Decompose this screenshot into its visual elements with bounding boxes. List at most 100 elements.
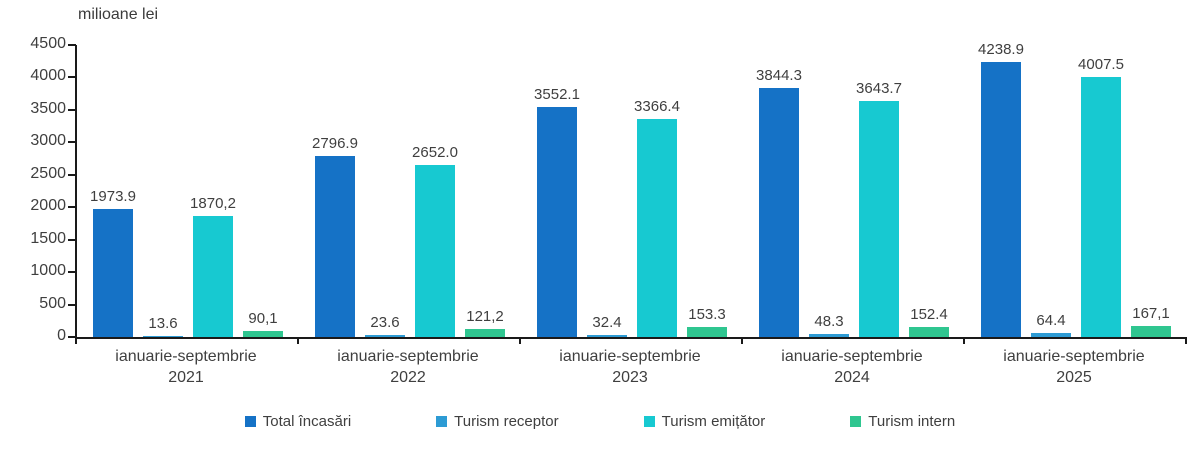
bar-value-label: 48.3 <box>814 313 844 330</box>
bar <box>415 165 455 337</box>
bar-slot: 64.4 <box>1031 45 1071 337</box>
bar-slot: 3552.1 <box>534 45 580 337</box>
x-axis-label: ianuarie-septembrie 2025 <box>963 346 1185 388</box>
bar-value-label: 1870,2 <box>190 195 236 212</box>
bar-slot: 2796.9 <box>312 45 358 337</box>
x-axis-labels: ianuarie-septembrie 2021 ianuarie-septembr… <box>75 346 1185 388</box>
bar-slot: 152.4 <box>909 45 949 337</box>
bar-slot: 13.6 <box>143 45 183 337</box>
bar <box>243 331 283 337</box>
bar <box>193 216 233 337</box>
bar-slot: 32.4 <box>587 45 627 337</box>
y-tick-label: 2500 <box>30 164 66 182</box>
y-tick-label: 3500 <box>30 99 66 117</box>
bar-slot: 167,1 <box>1131 45 1171 337</box>
bar-value-label: 23.6 <box>370 314 400 331</box>
x-axis-label: ianuarie-septembrie 2021 <box>75 346 297 388</box>
legend-item: Turism intern <box>850 413 955 430</box>
bar-slot: 1870,2 <box>190 45 236 337</box>
legend-label: Turism receptor <box>454 413 559 430</box>
bar-value-label: 2796.9 <box>312 135 358 152</box>
bar <box>859 101 899 337</box>
bar-slot: 3366.4 <box>634 45 680 337</box>
legend-label: Turism emițător <box>661 413 766 430</box>
x-axis-label-line1: ianuarie-septembrie <box>115 348 257 365</box>
bar-group: 4238.9 64.4 4007.5 167,1 <box>965 41 1187 337</box>
bar-group: 3552.1 32.4 3366.4 153.3 <box>521 45 743 337</box>
bar-value-label: 4007.5 <box>1078 56 1124 73</box>
x-axis-label: ianuarie-septembrie 2022 <box>297 346 519 388</box>
bar <box>637 119 677 337</box>
bar-value-label: 4238.9 <box>978 41 1024 58</box>
bar <box>143 336 183 337</box>
x-axis-label-line2: 2022 <box>390 369 426 386</box>
bar-value-label: 3844.3 <box>756 67 802 84</box>
legend-swatch <box>850 416 862 427</box>
bar-value-label: 3643.7 <box>856 80 902 97</box>
legend-item: Turism emițător <box>643 413 766 430</box>
bar-value-label: 2652.0 <box>412 144 458 161</box>
bar-group: 2796.9 23.6 2652.0 121,2 <box>299 45 521 337</box>
x-axis-label-line2: 2024 <box>834 369 870 386</box>
legend-label: Turism intern <box>868 413 956 430</box>
bar <box>587 335 627 337</box>
bar-slot: 153.3 <box>687 45 727 337</box>
bar <box>1081 77 1121 337</box>
x-axis-label-line1: ianuarie-septembrie <box>337 348 479 365</box>
bar-slot: 4238.9 <box>978 41 1024 337</box>
legend-item: Turism receptor <box>436 413 559 430</box>
bar-slot: 3844.3 <box>756 45 802 337</box>
bar-value-label: 152.4 <box>910 306 948 323</box>
bar-slot: 2652.0 <box>412 45 458 337</box>
bar-value-label: 3366.4 <box>634 98 680 115</box>
y-tick-label: 4000 <box>30 67 66 85</box>
legend: Total încasări Turism receptor Turism emiț… <box>0 413 1200 430</box>
x-axis-label-line2: 2023 <box>612 369 648 386</box>
x-axis-label-line1: ianuarie-septembrie <box>781 348 923 365</box>
x-axis-label-line2: 2021 <box>168 369 204 386</box>
plot-area: 1973.9 13.6 1870,2 90,1 2796.9 23.6 2652.0 121,… <box>75 41 1187 339</box>
bar-value-label: 167,1 <box>1132 305 1170 322</box>
y-tick-label: 1500 <box>30 229 66 247</box>
bar-slot: 1973.9 <box>90 45 136 337</box>
bar-slot: 48.3 <box>809 45 849 337</box>
legend-swatch <box>643 416 655 427</box>
bar <box>687 327 727 337</box>
bar <box>981 62 1021 337</box>
y-tick-label: 4500 <box>30 35 66 52</box>
bar-slot: 90,1 <box>243 45 283 337</box>
legend-swatch <box>436 416 448 427</box>
legend-label: Total încasări <box>262 413 352 430</box>
legend-swatch <box>244 416 256 427</box>
bar-slot: 4007.5 <box>1078 45 1124 337</box>
bar <box>93 209 133 337</box>
x-axis-label-line1: ianuarie-septembrie <box>1003 348 1145 365</box>
bar-group: 3844.3 48.3 3643.7 152.4 <box>743 45 965 337</box>
bar-value-label: 32.4 <box>592 314 622 331</box>
bar-slot: 121,2 <box>465 45 505 337</box>
bar <box>1031 333 1071 337</box>
bar-value-label: 153.3 <box>688 306 726 323</box>
y-tick-label: 500 <box>39 294 66 312</box>
x-axis-label: ianuarie-septembrie 2023 <box>519 346 741 388</box>
y-tick-label: 1000 <box>30 262 66 280</box>
bar-group: 1973.9 13.6 1870,2 90,1 <box>77 45 299 337</box>
bar <box>909 327 949 337</box>
bar-value-label: 64.4 <box>1036 312 1066 329</box>
x-axis-label-line1: ianuarie-septembrie <box>559 348 701 365</box>
y-tick-label: 3000 <box>30 132 66 150</box>
y-tick-label: 2000 <box>30 197 66 215</box>
bar <box>465 329 505 337</box>
chart-title: milioane lei <box>78 6 159 23</box>
legend-item: Total încasări <box>244 413 352 430</box>
x-axis-label: ianuarie-septembrie 2024 <box>741 346 963 388</box>
bar <box>537 107 577 337</box>
bar-value-label: 90,1 <box>248 310 278 327</box>
bar-value-label: 3552.1 <box>534 86 580 103</box>
x-axis-label-line2: 2025 <box>1056 369 1092 386</box>
bar <box>1131 326 1171 337</box>
bar-value-label: 1973.9 <box>90 188 136 205</box>
y-tick-label: 0 <box>57 327 66 344</box>
bar <box>809 334 849 337</box>
